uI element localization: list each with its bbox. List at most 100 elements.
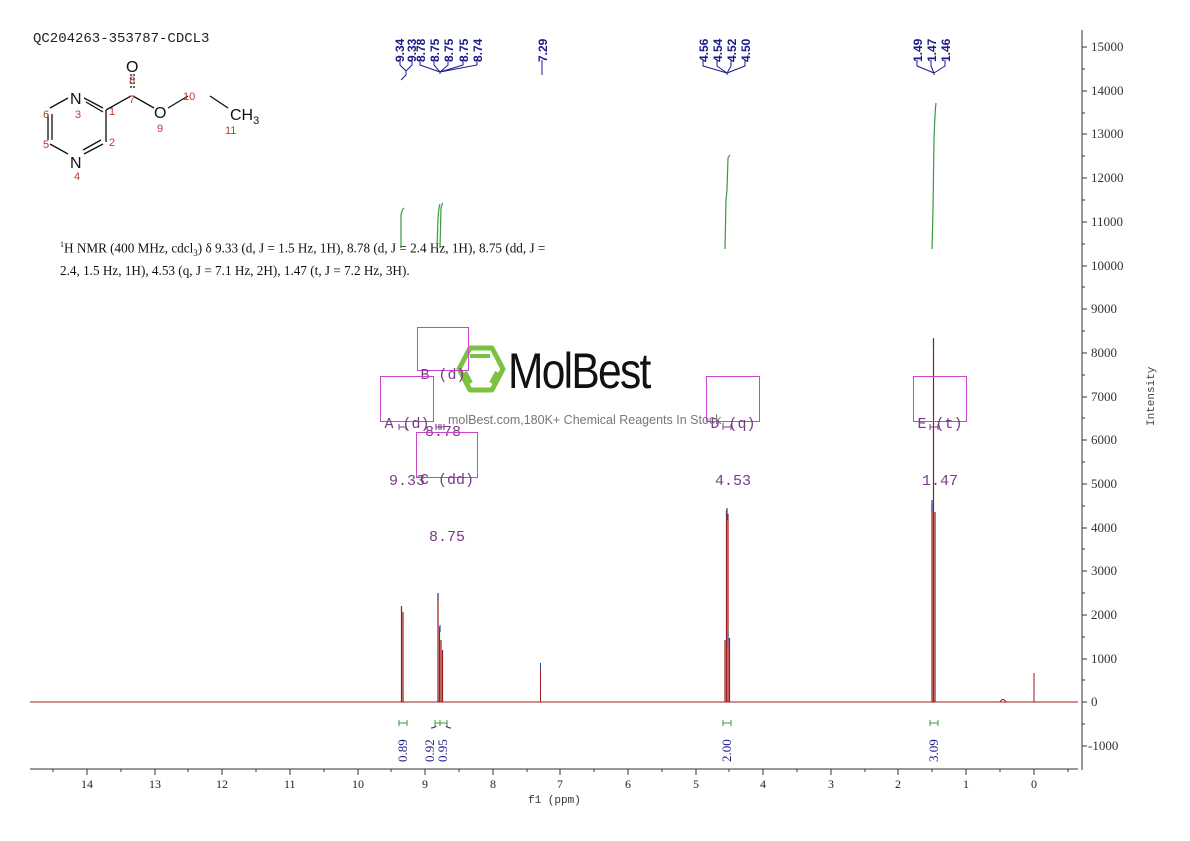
molecule-structure: N N O O CH3 1 2 3 4 5 6 7 8 9 10 11 (43, 59, 259, 183)
y-tick-label: 2000 (1091, 607, 1117, 622)
peak-d (724, 508, 731, 702)
peak-label: 4.54 (711, 38, 725, 62)
y-tick-label: 12000 (1091, 170, 1124, 185)
integral-value: 0.92 (422, 739, 437, 762)
x-tick-label: 9 (422, 777, 428, 791)
y-tick-label: 13000 (1091, 126, 1124, 141)
peak-label-group: 9.34 9.33 8.78 8.75 8.75 8.75 8.74 7.29 … (393, 38, 953, 62)
atom-o9: O (154, 105, 166, 122)
peak-label: 7.29 (536, 38, 550, 62)
watermark-brand: MolBest (508, 343, 651, 399)
y-axis-title: Intensity (1146, 366, 1158, 426)
integral-value: 2.00 (719, 739, 734, 762)
x-tick-label: 0 (1031, 777, 1037, 791)
y-tick-label: 15000 (1091, 39, 1124, 54)
y-tick-label: 4000 (1091, 520, 1117, 535)
atom-num-9: 9 (157, 123, 163, 135)
peak-label: 8.78 (414, 38, 428, 62)
x-tick-label: 8 (490, 777, 496, 791)
watermark-tagline: molBest.com,180K+ Chemical Reagents In S… (448, 413, 725, 427)
atom-n4: N (70, 155, 82, 172)
nmr-line1-b: ) δ 9.33 (d, J = 1.5 Hz, 1H), 8.78 (d, J… (197, 240, 546, 256)
atom-num-8: 8 (129, 75, 135, 87)
y-tick-label: 0 (1091, 694, 1098, 709)
integral-brace (430, 725, 452, 729)
multiplet-label: E (t) (917, 416, 963, 433)
x-tick-label: 10 (352, 777, 364, 791)
sample-id: QC204263-353787-CDCL3 (33, 31, 210, 47)
integral-value: 0.95 (435, 739, 450, 762)
peak-label: 1.46 (939, 38, 953, 62)
multiplet-box-b: B (d) 8.78 (417, 327, 469, 441)
x-tick-label: 4 (760, 777, 766, 791)
y-tick-label: 5000 (1091, 476, 1117, 491)
nmr-subscript: 3 (193, 248, 198, 259)
atom-num-3: 3 (75, 109, 81, 121)
multiplet-range-markers (398, 424, 939, 430)
multiplet-box-e: E (t) 1.47 (913, 376, 967, 490)
molbest-logo-icon (456, 345, 506, 393)
multiplet-shift: 8.75 (428, 529, 465, 546)
peak-label: 9.34 (393, 38, 407, 62)
multiplet-box-c: C (dd) 8.75 (416, 432, 478, 546)
multiplet-box-d: D (q) 4.53 (706, 376, 760, 490)
peak-label: 4.56 (697, 38, 711, 62)
x-tick-label: 1 (963, 777, 969, 791)
atom-num-4: 4 (74, 171, 80, 183)
nmr-superscript: 1 (60, 240, 64, 249)
atom-num-11: 11 (225, 125, 236, 137)
nmr-description: 1H NMR (400 MHz, cdcl3) δ 9.33 (d, J = 1… (60, 236, 620, 279)
nmr-line2: 2.4, 1.5 Hz, 1H), 4.53 (q, J = 7.1 Hz, 2… (60, 263, 410, 279)
peak-label: 8.75 (457, 38, 471, 62)
multiplet-shift: 9.33 (388, 473, 425, 490)
y-tick-label: -1000 (1088, 738, 1119, 753)
multiplet-shift: 1.47 (921, 473, 958, 490)
x-tick-label: 7 (557, 777, 563, 791)
atom-num-7: 7 (129, 94, 135, 106)
peak-label: 9.33 (405, 38, 419, 62)
y-tick-label: 6000 (1091, 432, 1117, 447)
peak-connectors (399, 60, 946, 81)
integration-markers (398, 720, 939, 726)
atom-num-6: 6 (43, 109, 49, 121)
x-tick-label: 5 (693, 777, 699, 791)
peak-e (931, 338, 936, 702)
peak-label: 4.52 (725, 38, 739, 62)
y-tick-label: 9000 (1091, 301, 1117, 316)
multiplet-label: D (q) (710, 416, 756, 433)
atom-n3: N (70, 91, 82, 108)
x-tick-label: 14 (81, 777, 93, 791)
x-tick-label: 11 (284, 777, 296, 791)
peak-a (400, 606, 404, 702)
integral-value: 3.09 (926, 739, 941, 762)
impurity-bump (999, 699, 1007, 703)
y-tick-label: 11000 (1091, 214, 1124, 229)
multiplet-box-a: A (d) 9.33 (380, 376, 434, 490)
x-tick-label: 2 (895, 777, 901, 791)
integral-value: 0.89 (395, 739, 410, 762)
x-tick-label: 6 (625, 777, 631, 791)
atom-num-10: 10 (183, 91, 195, 103)
multiplet-label: C (dd) (419, 472, 474, 489)
x-tick-label: 13 (149, 777, 161, 791)
multiplet-label: A (d) (384, 416, 430, 433)
integral-curves (400, 102, 937, 250)
multiplet-shift: 4.53 (714, 473, 751, 490)
y-axis (1081, 30, 1087, 770)
integral-values: 0.89 0.92 0.95 2.00 3.09 (395, 739, 941, 762)
y-tick-label: 1000 (1091, 651, 1117, 666)
peak-label: 8.74 (471, 38, 485, 62)
y-tick-label: 14000 (1091, 83, 1124, 98)
y-tick-label: 3000 (1091, 563, 1117, 578)
peak-label: 4.50 (739, 38, 753, 62)
atom-ch3: CH3 (230, 107, 259, 127)
y-tick-label: 10000 (1091, 258, 1124, 273)
atom-num-2: 2 (109, 137, 115, 149)
atom-o8: O (126, 59, 138, 76)
multiplet-label: B (d) (420, 367, 466, 384)
y-tick-label: 7000 (1091, 389, 1117, 404)
y-tick-label: 8000 (1091, 345, 1117, 360)
atom-num-1: 1 (109, 106, 115, 118)
peak-label: 8.75 (428, 38, 442, 62)
